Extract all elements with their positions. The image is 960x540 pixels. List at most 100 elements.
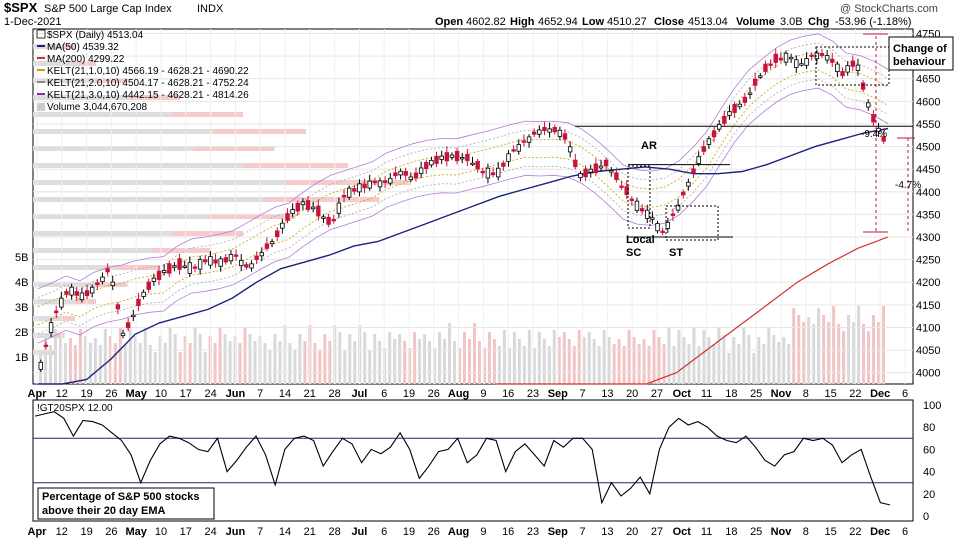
volume-bar [697,346,701,384]
close-value: 4513.04 [688,16,728,28]
volume-profile-bar [33,146,194,151]
volume-tick-label: 5B [15,252,28,264]
candle-body [300,201,306,206]
candle-body [542,126,547,132]
y-tick-label: 4600 [916,96,940,108]
volume-bar [657,337,661,384]
volume-bar [163,343,167,384]
volume-bar [802,322,806,384]
candle-body [115,304,121,310]
x-tick-label: 6 [381,388,387,400]
low-value: 4510.27 [607,16,647,28]
x-tick-label: 19 [403,388,415,400]
candle-body [593,163,599,174]
volume-bar [507,348,511,384]
candle-body [295,202,300,212]
x-tick-label-lower: Dec [870,526,890,538]
legend-volume: Volume 3,044,670,208 [47,102,148,113]
candle-body [537,129,542,135]
volume-profile-bar-red [264,197,380,202]
candle-body [881,136,886,142]
candle-body [475,161,480,170]
candle-body [239,259,244,267]
x-tick-label: Sep [548,388,568,400]
candle-body [835,63,840,72]
volume-bar [552,330,556,384]
gt20-line [34,411,891,506]
volume-bar [572,346,576,384]
volume-bar [547,346,551,384]
volume-tick-label: 2B [15,327,28,339]
candle-body [331,218,336,222]
pct-drawdown-1: -9.4% [861,129,887,140]
high-value: 4652.94 [538,16,578,28]
x-tick-label: 9 [480,388,486,400]
sc-label: SC [626,247,641,259]
x-tick-label-lower: Aug [448,526,469,538]
volume-bar [158,336,162,384]
volume-bar [278,341,282,384]
ticker-symbol: $SPX [4,0,38,15]
volume-profile-bar [33,214,208,219]
candle-body [84,290,90,297]
y-tick-label: 4050 [916,345,940,357]
x-tick-label: 11 [701,388,712,400]
volume-bar [747,335,751,384]
candle-body [788,56,794,60]
candle-body [809,54,814,57]
x-tick-label: 26 [428,388,440,400]
volume-bar [752,353,756,384]
x-tick-label-lower: 15 [824,526,836,538]
volume-bar [173,334,177,384]
candle-body [454,150,460,162]
candle-body [192,266,198,269]
legend-kelt1: KELT(21,1.0,10) 4566.19 - 4628.21 - 4690… [47,66,249,77]
x-tick-label: 23 [527,388,539,400]
volume-bar [642,339,646,384]
volume-bar [188,343,192,384]
x-tick-label-lower: 7 [580,526,586,538]
candle-body [578,173,583,179]
candle-body [172,265,177,268]
volume-bar [263,343,267,384]
x-tick-label-lower: Apr [28,526,48,538]
x-tick-label: 12 [56,388,68,400]
candle-body [346,187,352,198]
volume-bar [408,348,412,384]
x-tick-label: 8 [803,388,809,400]
volume-bar [852,322,856,384]
volume-bar [448,323,452,384]
candle-body [125,322,131,329]
x-tick-label: Jun [226,388,246,400]
x-tick-label: Nov [771,388,793,400]
candle-body [526,136,532,143]
volume-bar [742,328,746,384]
volume-bar [762,344,766,384]
change-of-behaviour-box [888,36,954,71]
volume-profile-bar-red [54,333,65,338]
x-tick-label: May [125,388,147,400]
volume-bar [118,327,122,384]
candle-body [614,172,619,181]
volume-profile-bar [33,78,96,83]
x-tick-label: Apr [28,388,48,400]
candle-body [573,159,578,168]
candle-body [280,222,285,229]
volume-bar [727,353,731,384]
volume-bar [652,330,656,384]
volume-bar [467,339,471,384]
candle-body [244,264,249,268]
candle-body [223,257,229,263]
candle-body [681,191,686,196]
x-tick-label: 27 [651,388,663,400]
x-tick-label: 6 [902,388,908,400]
y-tick-label: 4550 [916,119,940,131]
candle-body [819,53,825,56]
candle-body [418,167,424,174]
candle-body [824,55,830,61]
volume-bar [58,336,62,384]
candle-body [778,57,784,61]
volume-bar [423,334,427,384]
indicator-panel-frame [32,399,914,522]
volume-bar [472,323,476,384]
